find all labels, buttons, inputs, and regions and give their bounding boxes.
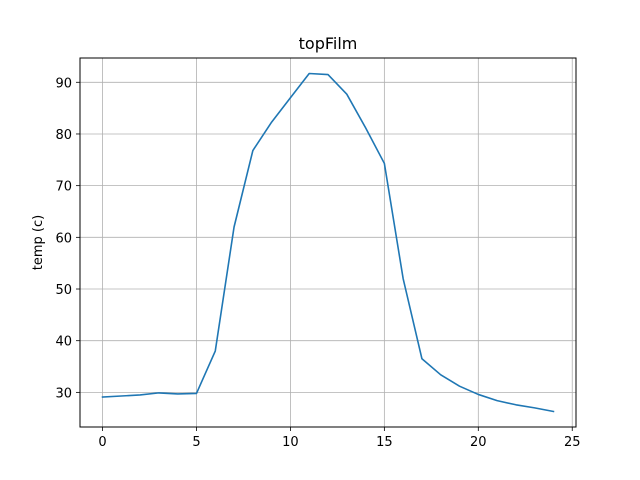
ticks: 0 5 10 15 20 25 30 40 50 60 70 80 90 [55,76,580,450]
x-tick-label: 10 [282,435,299,450]
x-tick-label: 25 [564,435,581,450]
y-tick-label: 90 [55,76,72,91]
x-tick-label: 15 [376,435,393,450]
x-tick-label: 5 [192,435,200,450]
y-tick-label: 60 [55,231,72,246]
grid [80,58,576,427]
y-tick-label: 70 [55,180,72,195]
y-tick-label: 50 [55,283,72,298]
x-tick-label: 20 [470,435,487,450]
chart-title: topFilm [299,34,358,53]
x-tick-label: 0 [98,435,106,450]
plot-lines [101,72,555,413]
y-tick-label: 30 [55,386,72,401]
y-tick-label: 40 [55,335,72,350]
series-line [101,72,555,413]
y-axis-label: temp (c) [31,215,46,270]
plot-frame [79,57,577,428]
y-tick-label: 80 [55,128,72,143]
